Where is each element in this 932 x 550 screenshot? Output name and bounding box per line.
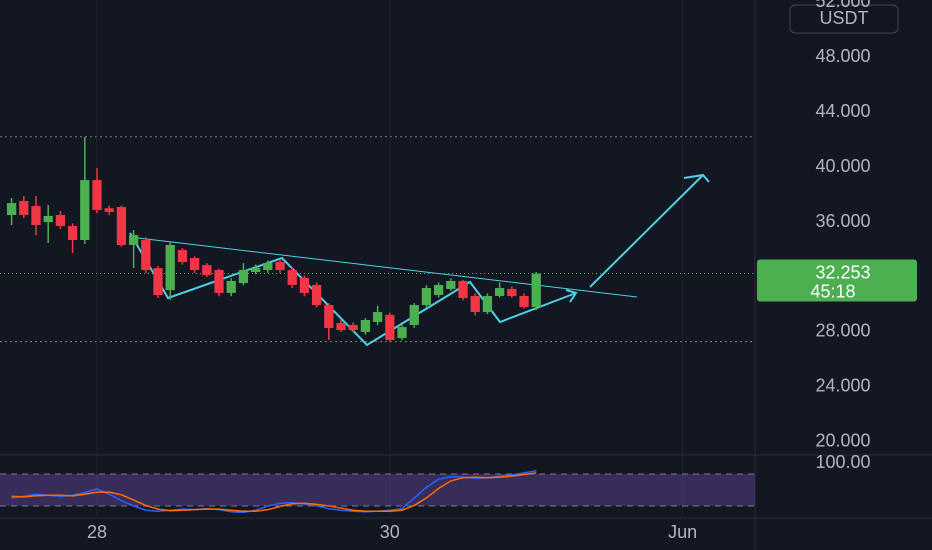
candle-body <box>336 323 346 331</box>
candle-body <box>153 268 163 295</box>
candle-body <box>43 215 53 223</box>
candle-body <box>128 235 139 245</box>
y-tick-label: 28.000 <box>815 321 870 341</box>
candle-body <box>385 314 395 340</box>
trend-line <box>137 237 638 298</box>
candle-body <box>6 203 17 215</box>
candle-body <box>397 327 407 339</box>
candle-body <box>372 312 383 322</box>
candle-body <box>409 305 419 325</box>
oscillator-line <box>11 470 537 514</box>
band-fill <box>0 473 755 506</box>
zigzag-drawing <box>129 232 577 347</box>
candle-body <box>214 269 224 293</box>
oscillator-line <box>11 472 537 513</box>
candle-body <box>165 244 175 291</box>
candle-body <box>226 280 236 293</box>
y-tick-label: 40.000 <box>815 156 870 176</box>
candle-body <box>470 295 480 313</box>
candle-body <box>360 320 371 332</box>
candle-body <box>311 284 322 306</box>
candle-body <box>519 295 529 307</box>
y-tick-label: 44.000 <box>815 101 870 121</box>
candle-body <box>299 277 310 293</box>
x-tick-label: 30 <box>380 522 400 542</box>
candle-body <box>141 240 151 270</box>
candle-body <box>507 288 517 296</box>
projection-arrow <box>589 174 704 288</box>
y-tick-label: 100.00 <box>815 452 870 472</box>
last-price-label: 32.253 <box>815 262 870 282</box>
currency-label: USDT <box>820 8 869 28</box>
candle-body <box>494 287 505 296</box>
candle-body <box>202 265 212 276</box>
candle-body <box>104 208 114 212</box>
candle-body <box>92 180 102 211</box>
candle-body <box>55 214 66 226</box>
candle-body <box>177 250 188 263</box>
y-tick-label: 24.000 <box>815 376 870 396</box>
candle-body <box>433 284 444 295</box>
x-tick-label: 28 <box>87 522 107 542</box>
y-tick-label: 36.000 <box>815 211 870 231</box>
candle-body <box>458 280 468 299</box>
candle-body <box>348 324 358 331</box>
y-tick-label: 52.000 <box>815 0 870 11</box>
y-tick-label: 48.000 <box>815 46 870 66</box>
candle-body <box>116 207 127 245</box>
candle-body <box>31 206 41 226</box>
candle-body <box>531 273 541 307</box>
last-price-box <box>757 259 917 302</box>
candle-body <box>67 225 78 241</box>
candle-body <box>446 280 456 289</box>
candle-body <box>19 200 29 215</box>
candle-body <box>263 262 273 270</box>
currency-box <box>789 4 899 34</box>
drawings <box>129 173 710 347</box>
y-tick-label: 20.000 <box>815 431 870 451</box>
arrow-head <box>565 289 578 303</box>
candle-body <box>80 180 90 241</box>
candle-body <box>238 269 249 284</box>
candle-body <box>324 305 334 328</box>
candle-body <box>421 287 432 306</box>
candle-body <box>482 295 493 313</box>
arrow-head <box>683 173 710 183</box>
x-tick-label: Jun <box>668 522 697 542</box>
candle-body <box>250 268 261 273</box>
countdown-label: 45:18 <box>810 281 855 301</box>
candle-body <box>287 269 297 285</box>
candle-body <box>275 262 285 270</box>
candle-body <box>189 258 200 270</box>
